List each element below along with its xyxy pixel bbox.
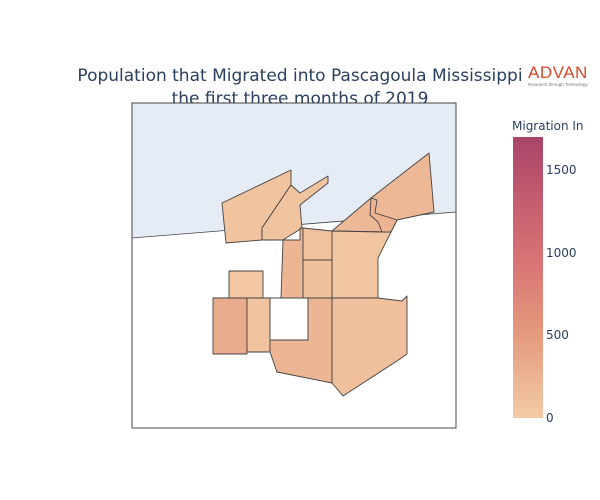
tract-west-block[interactable]: [212, 297, 248, 355]
tract-west-center[interactable]: [246, 297, 271, 353]
logo-wordmark: ADVAN: [528, 63, 588, 82]
tract-center-upper-right[interactable]: [302, 227, 333, 261]
map-title-line-1: Population that Migrated into Pascagoula…: [77, 66, 523, 86]
colorbar-tick-0: 0: [546, 411, 554, 425]
tract-southeast[interactable]: [331, 295, 408, 397]
colorbar-title: Migration In: [512, 119, 584, 133]
tract-center-middle[interactable]: [302, 259, 333, 299]
tract-north-diagonal[interactable]: [261, 175, 329, 241]
colorbar-tick-500: 500: [546, 328, 569, 343]
colorbar-tick-1500: 1500: [546, 163, 577, 178]
advan-logo: ADVAN Research through Technology: [528, 64, 598, 88]
tract-ne-notch[interactable]: [369, 197, 398, 233]
logo-tagline: Research through Technology: [528, 82, 588, 87]
colorbar-scale: [513, 137, 543, 418]
colorbar-tick-1000: 1000: [546, 245, 577, 260]
tract-no-data[interactable]: [269, 297, 309, 341]
map-frame: [131, 102, 457, 429]
tract-west-small[interactable]: [228, 270, 264, 299]
